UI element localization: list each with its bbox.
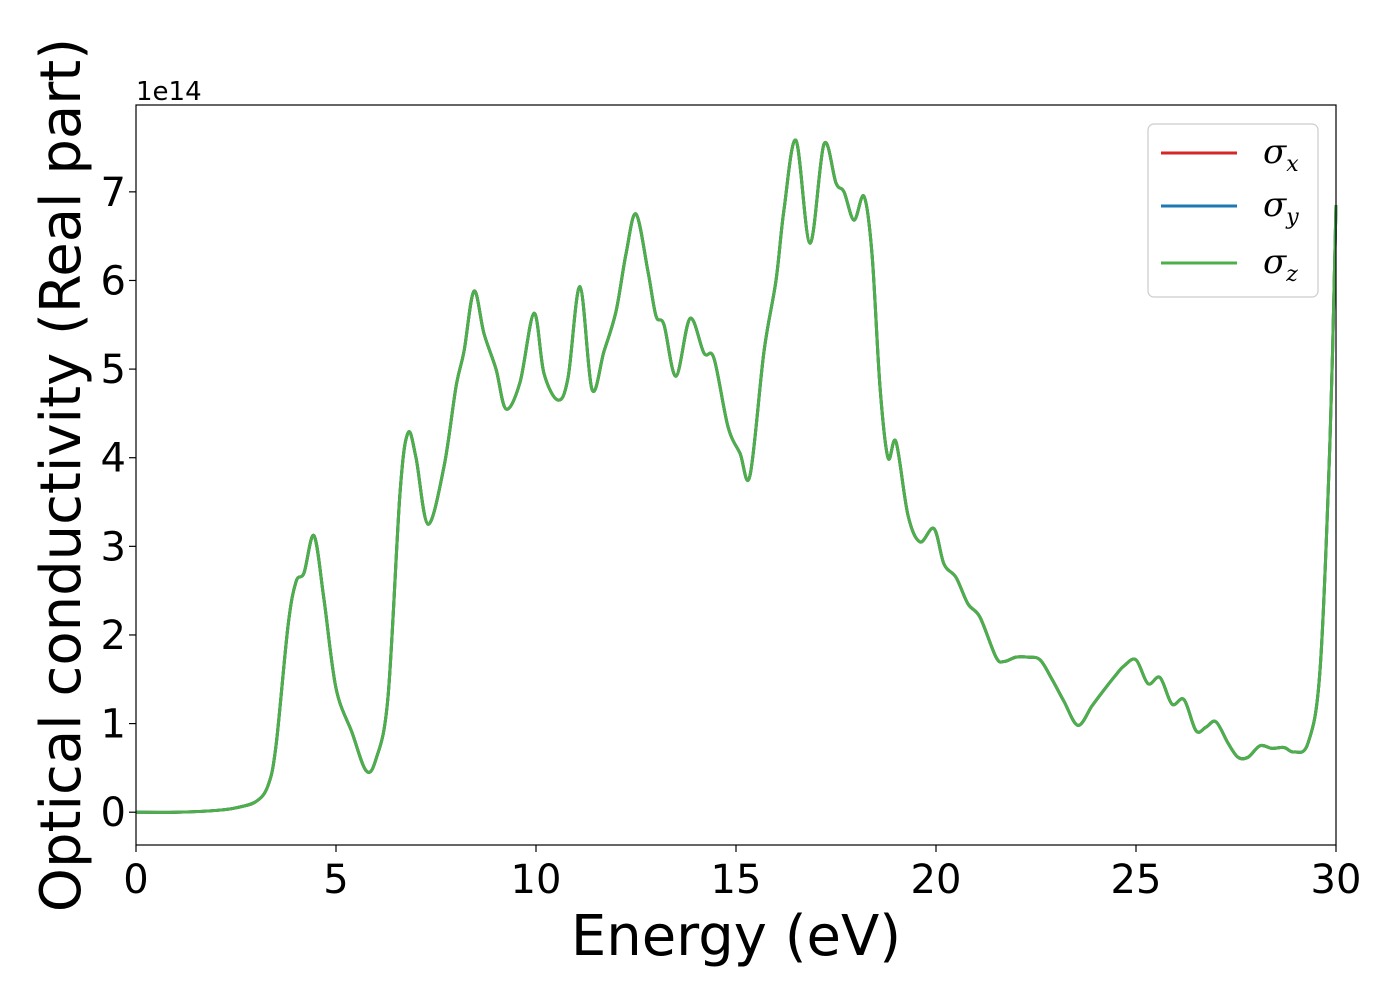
y-tick-label: 5: [101, 347, 126, 393]
y-axis-title: Optical conductivity (Real part): [29, 38, 94, 912]
x-axis-title: Energy (eV): [571, 904, 901, 969]
y-offset-label: 1e14: [136, 77, 202, 107]
y-tick-label: 6: [101, 258, 126, 304]
y-tick-label: 2: [101, 613, 126, 659]
x-tick-label: 5: [323, 857, 348, 903]
x-tick-label: 15: [711, 857, 762, 903]
y-tick-label: 0: [101, 790, 126, 836]
legend-label: σx: [1263, 132, 1299, 177]
y-axis-ticks: 0 1 2 3 4 5 6 7: [101, 170, 136, 836]
x-tick-label: 10: [511, 857, 562, 903]
y-tick-label: 3: [101, 524, 126, 570]
x-tick-label: 25: [1111, 857, 1162, 903]
legend-label: σz: [1263, 242, 1298, 287]
x-tick-label: 20: [911, 857, 962, 903]
y-tick-label: 7: [101, 170, 126, 216]
legend-label: σy: [1263, 185, 1299, 230]
y-tick-label: 4: [101, 436, 126, 482]
y-tick-label: 1: [101, 702, 126, 748]
x-axis-ticks: 0 5 10 15 20 25 30: [123, 845, 1361, 903]
plot-lines: [135, 138, 1338, 814]
legend-box: [1147, 123, 1319, 298]
legend: σx σy σz: [1147, 123, 1319, 298]
series-line-z: [135, 138, 1338, 814]
x-tick-label: 30: [1311, 857, 1362, 903]
x-tick-label: 0: [123, 857, 148, 903]
